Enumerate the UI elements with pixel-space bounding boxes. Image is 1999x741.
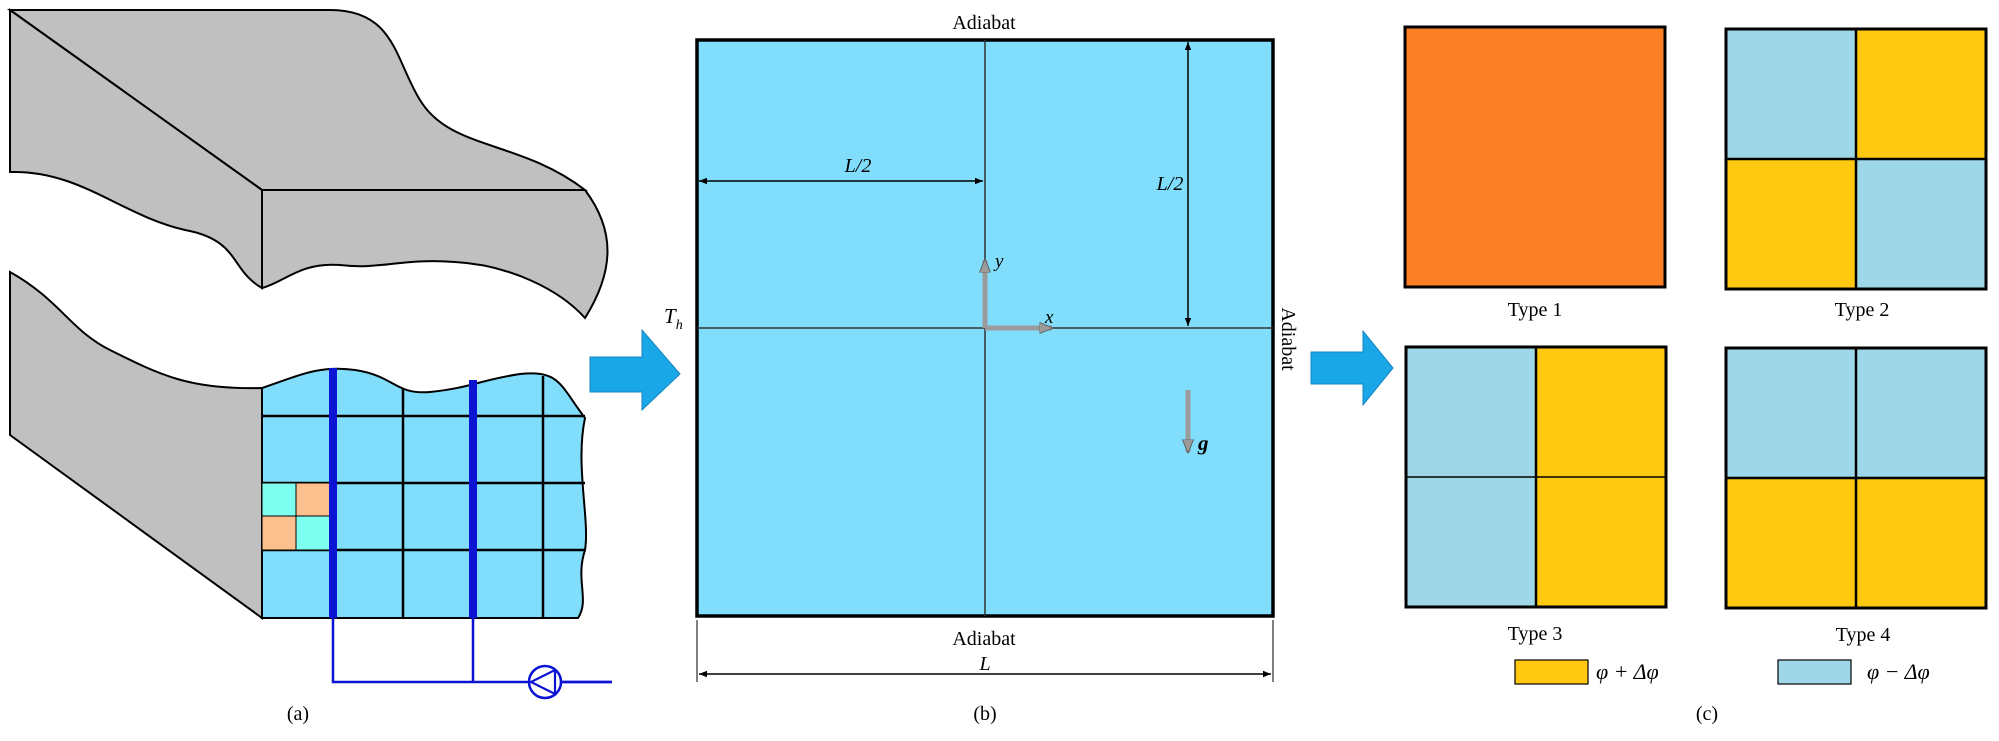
panel-c: Type 1 Type 2 Type 3 [1403,25,1988,725]
cell-cyan [261,482,297,517]
pump-icon [527,664,563,700]
legend-swatch-minus [1777,659,1852,685]
panel-b: L/2 L/2 x y g Adiabat Adiabat Adiabat Th… [664,12,1299,725]
flow-arrow-icon [1310,329,1394,407]
flow-arrow-icon [589,328,681,412]
upper-block-top-face [6,9,588,191]
panel-b-label: (b) [973,703,996,725]
cell-peach [295,482,331,517]
gravity-label: g [1197,431,1209,455]
hot-wall-subscript: h [676,318,683,333]
type-4-pattern [1724,346,1988,610]
legend-plus-label: φ + Δφ [1596,659,1659,684]
right-boundary-label: Adiabat [1277,307,1299,371]
panel-c-label: (c) [1696,703,1718,725]
upper-block-left-face [9,8,263,290]
hot-wall-symbol: T [664,304,677,328]
cell-cyan [295,515,331,551]
legend-swatch-plus [1514,659,1589,685]
lower-block-side-face [9,270,263,620]
legend-minus-label: φ − Δφ [1867,659,1930,684]
type-2-label: Type 2 [1835,299,1890,321]
x-axis-label: x [1044,307,1054,328]
left-boundary-label: Th [664,304,683,333]
type-4-label: Type 4 [1836,624,1891,646]
type-2-pattern [1724,27,1988,291]
bottom-boundary-label: Adiabat [952,628,1016,650]
y-axis-label: y [993,251,1004,272]
type-1-label: Type 1 [1508,299,1563,321]
upper-block-front-face [261,189,609,320]
width-label: L [978,653,990,675]
heating-pipes [329,368,612,684]
half-height-label: L/2 [1156,173,1184,195]
panel-a-label: (a) [287,703,309,725]
panel-a: (a) [6,8,612,725]
top-boundary-label: Adiabat [952,12,1016,34]
type-3-pattern [1404,345,1668,609]
cell-peach [261,515,297,551]
pipe-vertical [469,380,477,618]
type-3-label: Type 3 [1508,623,1563,645]
front-grid-cells [261,482,331,551]
pipe-vertical [329,368,337,618]
type-1-pattern [1403,25,1667,289]
half-width-label: L/2 [844,155,872,177]
pipe-connection [331,618,612,684]
